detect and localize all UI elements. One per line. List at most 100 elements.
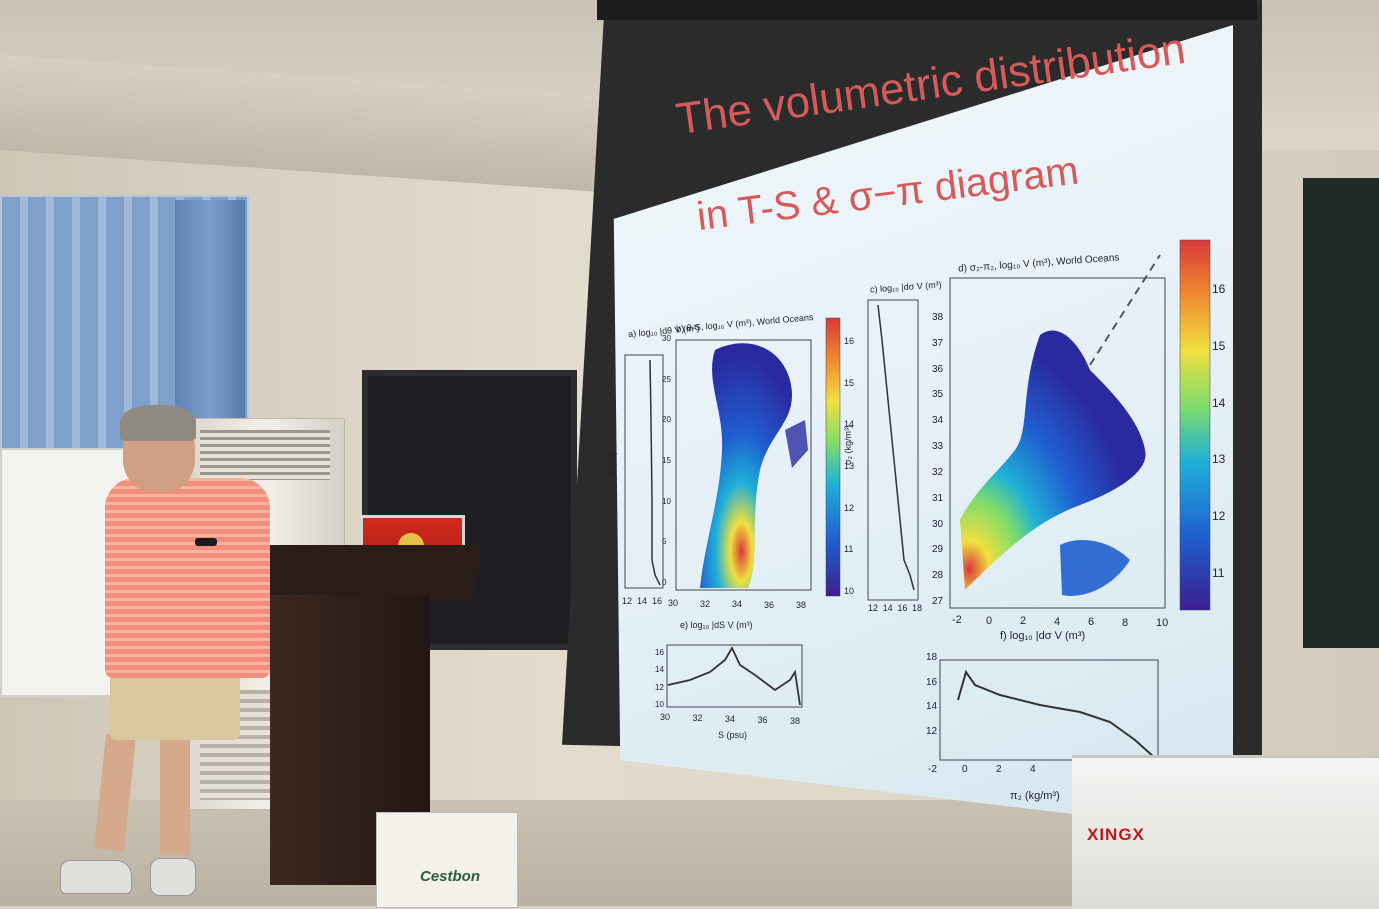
panel-d-y-tick: 33 (932, 441, 944, 453)
colorbar-left-tick: 12 (844, 502, 855, 513)
colorbar-left-tick: 14 (844, 419, 855, 430)
panel-c-x-tick: 14 (882, 603, 893, 613)
panel-d-y-tick: 28 (932, 570, 944, 582)
panel-d-y-tick: 38 (932, 312, 944, 323)
air-conditioner-grill (200, 430, 330, 480)
panel-e-x-tick: 32 (692, 713, 703, 723)
panel-f-y-tick: 14 (926, 701, 938, 713)
panel-d-density-tail (1060, 540, 1130, 596)
panel-d-diagonal (1089, 254, 1161, 366)
panel-d-x-tick: 2 (1020, 615, 1027, 627)
freezer (1072, 755, 1379, 909)
panel-d-y-tick: 29 (932, 544, 944, 556)
podium-top (254, 545, 482, 600)
panel-a-curve (649, 359, 661, 586)
panel-e-y-tick: 12 (655, 682, 664, 692)
panel-f-x-tick: 0 (962, 764, 968, 775)
presenter-shirt (105, 478, 270, 678)
colorbar-left-tick: 10 (844, 586, 855, 596)
panel-c-x-tick: 18 (912, 603, 923, 613)
axis-s-label: S (psu) (718, 730, 748, 740)
panel-c-frame (867, 299, 919, 601)
panel-f-x-tick: 2 (996, 764, 1002, 775)
colorbar-left-tick: 16 (844, 336, 855, 346)
panel-d-x-tick: 8 (1122, 616, 1129, 629)
freezer-brand: XINGX (1087, 825, 1145, 844)
panel-e-y-tick: 16 (655, 648, 664, 657)
panel-b-density (700, 343, 793, 588)
panel-b-y-tick: 5 (662, 537, 667, 547)
presenter-leg-right (160, 735, 190, 855)
panel-d-x-tick: 6 (1088, 616, 1095, 628)
panel-e-x-tick: 38 (790, 716, 801, 726)
panel-e-title: e) log₁₀ |dS V (m³) (680, 620, 753, 630)
presenter-hair (120, 405, 196, 441)
colorbar-right-tick: 16 (1212, 282, 1226, 296)
panel-d-x-tick: 10 (1156, 617, 1169, 629)
panel-d-frame (949, 277, 1166, 609)
panel-b-y-tick: 25 (662, 374, 671, 384)
panel-f-y-tick: 16 (926, 676, 938, 688)
panel-b-x-tick: 30 (668, 598, 679, 608)
colorbar-right-tick: 11 (1212, 566, 1225, 580)
panel-e-frame (666, 644, 803, 708)
presenter-shoe-left (60, 860, 132, 894)
panel-f-y-tick: 18 (926, 652, 938, 663)
panel-a-x-tick: 14 (637, 596, 648, 606)
panel-d-x-tick: 0 (986, 614, 993, 627)
panel-b-x-tick: 36 (764, 599, 775, 610)
presentation-remote (195, 538, 217, 546)
panel-e-x-tick: 34 (725, 714, 736, 724)
panel-a-frame (624, 354, 664, 589)
cardboard-box (376, 812, 518, 908)
panel-f-curve (957, 669, 1156, 759)
panel-b-x-tick: 38 (796, 600, 807, 610)
colorbar-left (825, 317, 841, 597)
panel-b-x-tick: 32 (700, 598, 711, 609)
panel-d-y-tick: 30 (932, 518, 944, 530)
panel-d-y-tick: 37 (932, 337, 944, 349)
panel-f-frame (939, 659, 1159, 761)
axis-sigma-label: σ₂ (kg/m³) (843, 424, 854, 466)
panel-d-y-tick: 32 (932, 466, 944, 478)
panel-f-title: f) log₁₀ |dσ V (m³) (1000, 630, 1086, 642)
colorbar-right-tick: 12 (1212, 509, 1226, 524)
panel-e-y-tick: 10 (655, 700, 664, 709)
panel-d-y-tick: 36 (932, 363, 944, 375)
panel-f-x-tick: 4 (1030, 764, 1036, 775)
panel-f-x-tick: -2 (928, 764, 937, 775)
colorbar-left-tick: 15 (844, 377, 855, 388)
axis-pi-label: π₂ (kg/m³) (1010, 790, 1060, 802)
panel-d-x-tick: 4 (1054, 615, 1061, 628)
colorbar-left-tick: 11 (844, 544, 854, 555)
panel-b-y-tick: 15 (662, 456, 671, 465)
presenter-shoe-right (150, 858, 196, 896)
panel-a-x-tick: 12 (622, 596, 633, 606)
blackboard (1303, 178, 1379, 648)
panel-b-y-tick: 20 (662, 415, 671, 425)
panel-d-x-tick: -2 (952, 614, 962, 626)
colorbar-right-tick: 15 (1212, 338, 1226, 353)
panel-e-x-tick: 36 (757, 715, 768, 725)
panel-d-density (960, 330, 1146, 590)
colorbar-right (1179, 239, 1211, 611)
axis-theta-label: θ (°C) (606, 451, 617, 475)
panel-a-x-tick: 16 (652, 596, 663, 606)
panel-d-y-tick: 34 (932, 415, 944, 427)
colorbar-right-tick: 14 (1212, 395, 1226, 410)
panel-d-y-tick: 31 (932, 492, 944, 504)
panel-e-y-tick: 14 (655, 665, 664, 675)
panel-c-x-tick: 12 (868, 603, 879, 613)
colorbar-left-tick: 13 (844, 461, 855, 471)
panel-d-y-tick: 35 (932, 389, 944, 401)
panel-b-y-tick: 10 (662, 496, 671, 506)
panel-b-y-tick: 0 (662, 578, 667, 587)
panel-e-curve (667, 646, 801, 706)
colorbar-right-tick: 13 (1212, 452, 1226, 467)
panel-f-y-tick: 12 (926, 726, 938, 737)
panel-c-curve (877, 304, 915, 591)
screen-housing (597, 0, 1257, 20)
panel-e-x-tick: 30 (660, 712, 671, 722)
panel-b-x-tick: 34 (732, 599, 743, 609)
